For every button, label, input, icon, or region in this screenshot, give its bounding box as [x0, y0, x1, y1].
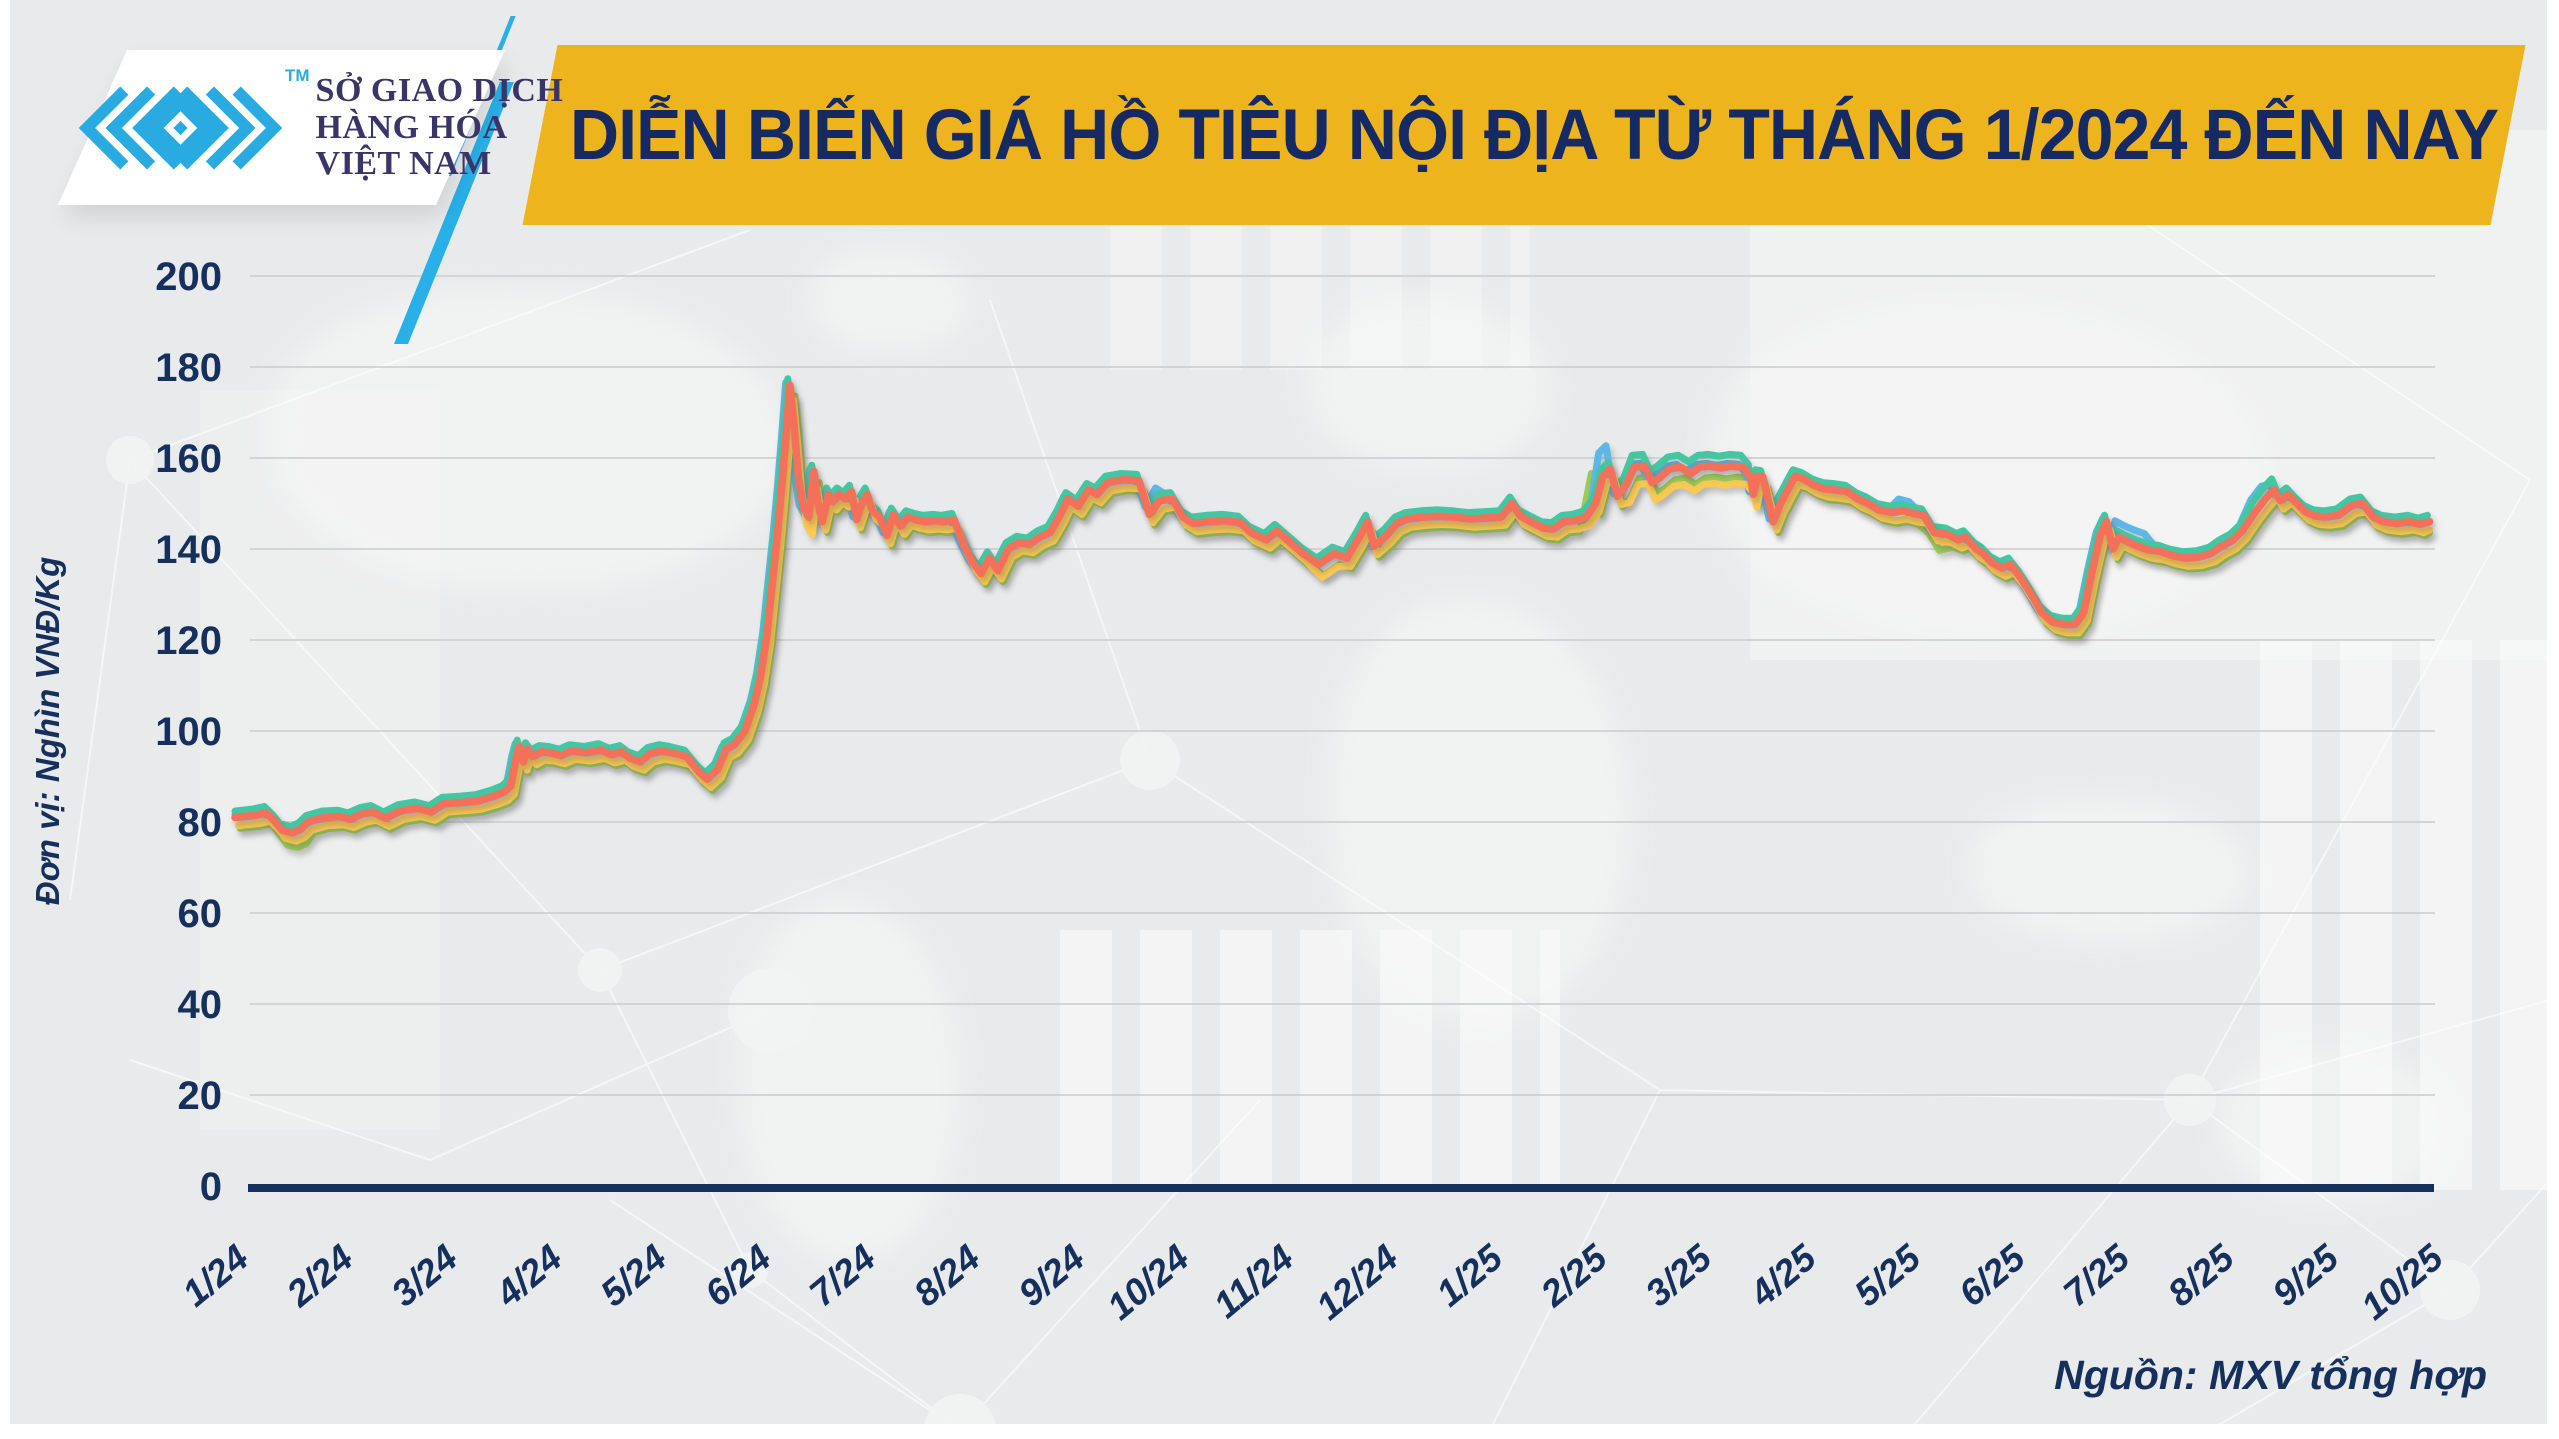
y-tick-label-40: 40: [178, 983, 223, 1027]
price-line-chart: 0 20 40 60 80 100 120 140 160 180 200 1/24 2/24 3/24 4…: [155, 255, 2451, 1328]
x-tick-label-10/25: 10/25: [2353, 1236, 2451, 1328]
x-tick-label-1/25: 1/25: [1429, 1236, 1512, 1315]
map-blob-se-asia: [1970, 800, 2250, 940]
series-line-duong-xanh-ngoc: [231, 375, 2431, 830]
decor-rect-left: [200, 390, 440, 1130]
y-tick-label-140: 140: [155, 528, 222, 572]
trademark-label: TM: [285, 66, 310, 85]
background-panel: 0 20 40 60 80 100 120 140 160 180 200 1/24 2/24 3/24 4…: [10, 0, 2547, 1424]
mxv-logo: TM SỞ GIAO DỊCH HÀNG HÓA VIỆT NAM: [78, 58, 563, 198]
map-blob-north-america: [270, 290, 790, 590]
x-tick-label-5/25: 5/25: [1847, 1236, 1930, 1315]
x-tick-label-9/25: 9/25: [2265, 1236, 2348, 1315]
x-tick-label-11/24: 11/24: [1206, 1237, 1301, 1326]
x-tick-label-7/25: 7/25: [2056, 1236, 2139, 1315]
map-blob-south-america: [740, 900, 960, 1260]
logo-org-line3: VIỆT NAM: [315, 145, 492, 183]
x-tick-label-2/25: 2/25: [1532, 1236, 1615, 1315]
x-tick-label-7/24: 7/24: [802, 1237, 884, 1315]
y-tick-label-20: 20: [178, 1074, 223, 1118]
x-tick-label-1/24: 1/24: [175, 1237, 257, 1315]
x-tick-label-3/25: 3/25: [1638, 1236, 1721, 1315]
x-tick-label-5/24: 5/24: [593, 1237, 675, 1315]
y-tick-label-60: 60: [178, 892, 223, 936]
y-tick-label-120: 120: [155, 619, 222, 663]
page-title: DIỄN BIẾN GIÁ HỒ TIÊU NỘI ĐỊA TỪ THÁNG 1…: [569, 95, 2499, 175]
y-axis-unit-label: Đơn vị: Nghìn VNĐ/Kg: [29, 556, 66, 906]
source-note: Nguồn: MXV tổng hợp: [2054, 1352, 2487, 1398]
y-tick-label-200: 200: [155, 255, 222, 299]
x-tick-label-3/24: 3/24: [384, 1237, 466, 1315]
x-tick-label-4/25: 4/25: [1741, 1236, 1824, 1315]
y-tick-label-180: 180: [155, 346, 222, 390]
x-tick-label-4/24: 4/24: [487, 1237, 569, 1315]
series-line-duong-xanh-la: [236, 392, 2433, 851]
y-tick-label-100: 100: [155, 710, 222, 754]
x-tick-label-8/25: 8/25: [2160, 1236, 2243, 1315]
logo-org-line2: HÀNG HÓA: [315, 108, 508, 146]
x-tick-label-10/24: 10/24: [1099, 1237, 1196, 1328]
x-tick-label-8/24: 8/24: [906, 1237, 988, 1315]
x-tick-label-2/24: 2/24: [278, 1237, 360, 1315]
logo-org-line1: SỞ GIAO DỊCH: [315, 71, 564, 109]
x-tick-label-12/24: 12/24: [1308, 1237, 1405, 1328]
x-tick-label-9/24: 9/24: [1011, 1237, 1093, 1315]
mxv-logo-icon: [78, 86, 283, 170]
y-tick-label-160: 160: [155, 437, 222, 481]
y-tick-label-80: 80: [178, 801, 223, 845]
logo-org-name: SỞ GIAO DỊCH HÀNG HÓA VIỆT NAM: [315, 71, 564, 183]
x-tick-label-6/24: 6/24: [697, 1237, 779, 1315]
map-blob-europe: [1310, 300, 1550, 470]
map-blob-greenland: [810, 250, 970, 350]
x-tick-label-6/25: 6/25: [1951, 1236, 2034, 1315]
y-tick-label-0: 0: [200, 1165, 222, 1209]
series-line-duong-vang: [235, 396, 2433, 845]
decor-bars-bottom-middle: [1060, 930, 1560, 1190]
plexus-network-decor: [69, 199, 2547, 1424]
series-line-main-orange: [231, 381, 2434, 837]
